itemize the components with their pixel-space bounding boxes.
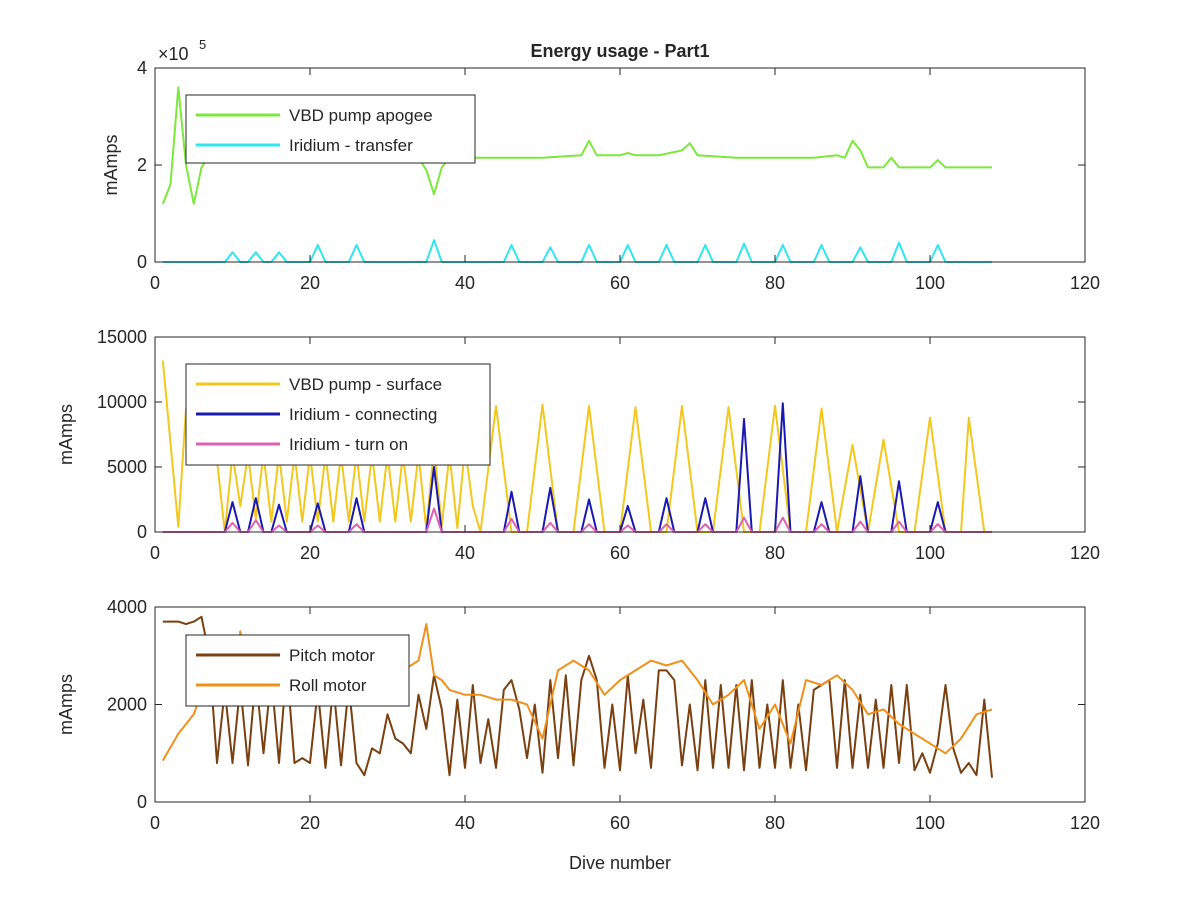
x-tick-label: 40 xyxy=(455,543,475,563)
series-line-pitch-motor xyxy=(162,615,993,778)
y-exponent-label: ×10 xyxy=(158,44,189,64)
legend: VBD pump - surface Iridium - connecting Ir… xyxy=(185,363,491,466)
x-tick-label: 60 xyxy=(610,813,630,833)
legend-label: Iridium - connecting xyxy=(289,405,437,424)
x-tick-label: 40 xyxy=(455,273,475,293)
legend: Pitch motor Roll motor xyxy=(185,634,410,707)
x-tick-label: 80 xyxy=(765,813,785,833)
y-tick-label: 0 xyxy=(137,792,147,812)
y-tick-label: 15000 xyxy=(97,327,147,347)
y-tick-label: 0 xyxy=(137,522,147,542)
x-tick-label: 0 xyxy=(150,813,160,833)
x-tick-label: 100 xyxy=(915,273,945,293)
x-tick-label: 0 xyxy=(150,273,160,293)
y-axis-label: mAmps xyxy=(56,674,76,735)
legend-label: Iridium - transfer xyxy=(289,136,413,155)
x-tick-label: 40 xyxy=(455,813,475,833)
legend-label: VBD pump apogee xyxy=(289,106,433,125)
x-tick-label: 60 xyxy=(610,273,630,293)
y-tick-label: 4000 xyxy=(107,597,147,617)
legend-box xyxy=(185,94,476,164)
y-tick-label: 10000 xyxy=(97,392,147,412)
y-axis-label: mAmps xyxy=(56,404,76,465)
y-tick-label: 2 xyxy=(137,155,147,175)
y-tick-label: 2000 xyxy=(107,695,147,715)
x-tick-label: 20 xyxy=(300,543,320,563)
x-tick-label: 120 xyxy=(1070,273,1100,293)
x-tick-label: 100 xyxy=(915,813,945,833)
x-axis-label: Dive number xyxy=(569,853,671,873)
x-tick-label: 0 xyxy=(150,543,160,563)
y-axis-label: mAmps xyxy=(101,134,121,195)
legend-label: Roll motor xyxy=(289,676,367,695)
y-exponent-power: 5 xyxy=(199,37,206,52)
x-tick-label: 120 xyxy=(1070,813,1100,833)
y-tick-label: 4 xyxy=(137,58,147,78)
x-tick-label: 100 xyxy=(915,543,945,563)
x-tick-label: 80 xyxy=(765,273,785,293)
legend-label: VBD pump - surface xyxy=(289,375,442,394)
x-tick-label: 20 xyxy=(300,813,320,833)
x-tick-label: 120 xyxy=(1070,543,1100,563)
x-tick-label: 60 xyxy=(610,543,630,563)
y-tick-label: 5000 xyxy=(107,457,147,477)
panel-1: 0 20 40 60 80 100 120 0 2 4 mAmps ×10 5 VBD pump apog… xyxy=(101,37,1100,293)
legend-box xyxy=(185,634,410,707)
x-tick-label: 20 xyxy=(300,273,320,293)
y-tick-label: 0 xyxy=(137,252,147,272)
panel-3: 0 20 40 60 80 100 120 0 2000 4000 mAmps Pitch motor… xyxy=(56,597,1100,833)
legend-label: Iridium - turn on xyxy=(289,435,408,454)
legend-label: Pitch motor xyxy=(289,646,375,665)
figure-title: Energy usage - Part1 xyxy=(530,41,709,61)
panel-2: 0 20 40 60 80 100 120 0 5000 10000 15000 mAmps VBD p… xyxy=(56,327,1100,563)
legend: VBD pump apogee Iridium - transfer xyxy=(185,94,476,164)
x-tick-label: 80 xyxy=(765,543,785,563)
